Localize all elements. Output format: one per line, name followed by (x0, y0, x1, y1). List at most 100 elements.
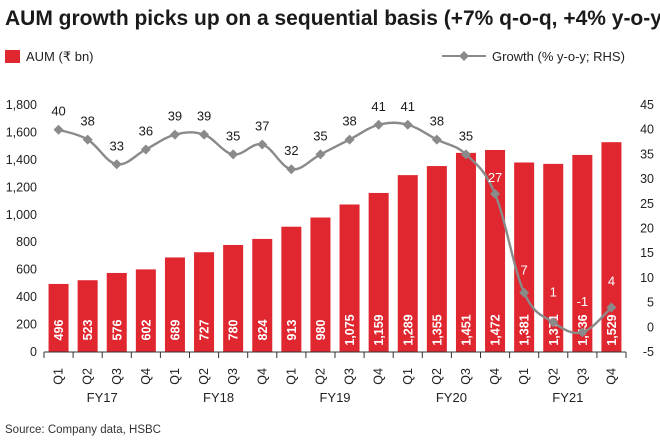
x-tick-label: Q4 (604, 368, 618, 385)
x-tick-label: Q4 (255, 368, 269, 385)
aum-bar (106, 272, 127, 352)
y-right-tick-label: 40 (640, 123, 654, 137)
x-group-label: FY17 (87, 390, 118, 405)
growth-label: 7 (521, 263, 528, 278)
aum-bar (514, 162, 535, 352)
aum-bar-label: 602 (139, 320, 153, 341)
aum-bar (48, 283, 69, 352)
y-left-tick-label: 1,200 (6, 180, 37, 194)
legend-label-aum: AUM (₹ bn) (26, 49, 94, 64)
growth-label: 32 (284, 143, 298, 158)
aum-bar-label: 913 (285, 320, 299, 341)
y-left-tick-label: 1,000 (6, 208, 37, 222)
y-right-tick-label: -5 (643, 345, 654, 359)
x-axis: Q1 Q2 Q3 Q4 Q1 Q2 Q3 Q4 Q1 Q2 Q3 Q4 Q1 Q2 Q3 Q4 Q1 Q2 Q3 Q4… (43, 351, 627, 405)
x-tick-label: Q4 (488, 368, 502, 385)
growth-point (228, 149, 239, 160)
aum-bar-label: 824 (256, 320, 270, 341)
growth-label: 39 (168, 109, 182, 124)
growth-label: 35 (226, 128, 240, 143)
y-right-tick-label: 35 (640, 147, 654, 161)
growth-label: 35 (313, 128, 327, 143)
x-tick-label: Q3 (459, 368, 473, 385)
aum-bar (368, 192, 389, 352)
aum-bar-label: 1,451 (459, 314, 473, 345)
y-left-tick-label: 1,800 (6, 98, 37, 112)
right-axis: -5 0 5 10 15 20 25 30 35 40 45 (640, 98, 654, 359)
y-right-tick-label: 15 (640, 246, 654, 260)
legend-marker-growth (459, 51, 469, 61)
growth-label: 40 (51, 104, 65, 119)
aum-bar-label: 727 (198, 320, 212, 341)
y-left-tick-label: 0 (30, 345, 37, 359)
growth-point (140, 144, 151, 155)
x-tick-label: Q2 (430, 368, 444, 385)
growth-label: 37 (255, 119, 269, 134)
growth-point (53, 124, 64, 135)
growth-label: 27 (488, 170, 502, 185)
growth-point (111, 159, 122, 170)
growth-point (490, 188, 501, 199)
aum-bar (601, 142, 622, 352)
growth-label: 35 (459, 128, 473, 143)
y-left-tick-label: 200 (16, 318, 37, 332)
x-tick-label: Q4 (139, 368, 153, 385)
aum-bar-label: 496 (52, 320, 66, 341)
aum-bar (281, 226, 302, 352)
growth-point (548, 317, 559, 328)
growth-point (606, 302, 617, 313)
aum-bar (310, 217, 331, 352)
y-left-tick-label: 1,400 (6, 153, 37, 167)
aum-bar (194, 252, 215, 352)
y-left-tick-label: 800 (16, 235, 37, 249)
aum-bar-label: 780 (227, 320, 241, 341)
x-tick-label: Q2 (313, 368, 327, 385)
y-right-tick-label: 45 (640, 98, 654, 112)
left-axis: 0 200 400 600 800 1,000 1,200 1,400 1,600 1,800 (6, 98, 37, 359)
growth-point (169, 129, 180, 140)
x-tick-label: Q3 (343, 368, 357, 385)
aum-bar-label: 1,472 (489, 314, 503, 345)
aum-bar (164, 257, 185, 352)
x-tick-label: Q2 (546, 368, 560, 385)
aum-bars (48, 142, 622, 352)
aum-bar (397, 175, 418, 352)
x-group-label: FY19 (319, 390, 350, 405)
growth-point (199, 129, 210, 140)
aum-bar (339, 204, 360, 352)
aum-bar (77, 280, 98, 352)
aum-bar-label: 1,381 (518, 314, 532, 345)
aum-bar (426, 166, 447, 352)
growth-label: 1 (550, 284, 557, 299)
aum-bar (223, 244, 244, 352)
aum-bar (572, 154, 593, 352)
x-tick-label: Q3 (226, 368, 240, 385)
growth-point (402, 119, 413, 130)
growth-point (577, 327, 588, 338)
growth-point (82, 134, 93, 145)
growth-label: 33 (110, 138, 124, 153)
aum-bar (252, 238, 273, 352)
aum-bar-labels: 496 523 576 602 689 727 780 824 913 980 1,075 1,159… (52, 314, 619, 345)
aum-bar-label: 1,529 (605, 314, 619, 345)
aum-bar-label: 523 (81, 320, 95, 341)
aum-bar (485, 150, 506, 352)
growth-label: 38 (342, 114, 356, 129)
x-tick-label: Q2 (81, 368, 95, 385)
x-tick-label: Q2 (197, 368, 211, 385)
aum-bar-label: 980 (314, 320, 328, 341)
y-right-tick-label: 5 (647, 296, 654, 310)
y-left-tick-label: 1,600 (6, 125, 37, 139)
growth-label: 4 (608, 274, 615, 289)
growth-point (315, 149, 326, 160)
x-tick-label: Q1 (168, 368, 182, 385)
y-left-tick-label: 600 (16, 263, 37, 277)
aum-bar (135, 269, 156, 352)
aum-bar (455, 152, 476, 352)
growth-label: 38 (80, 114, 94, 129)
growth-label: 39 (197, 109, 211, 124)
growth-point (519, 287, 530, 298)
legend-label-growth: Growth (% y-o-y; RHS) (492, 49, 625, 64)
growth-point (286, 164, 297, 175)
y-right-tick-label: 25 (640, 197, 654, 211)
